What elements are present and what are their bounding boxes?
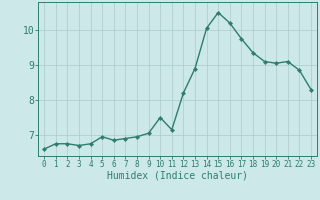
- X-axis label: Humidex (Indice chaleur): Humidex (Indice chaleur): [107, 171, 248, 181]
